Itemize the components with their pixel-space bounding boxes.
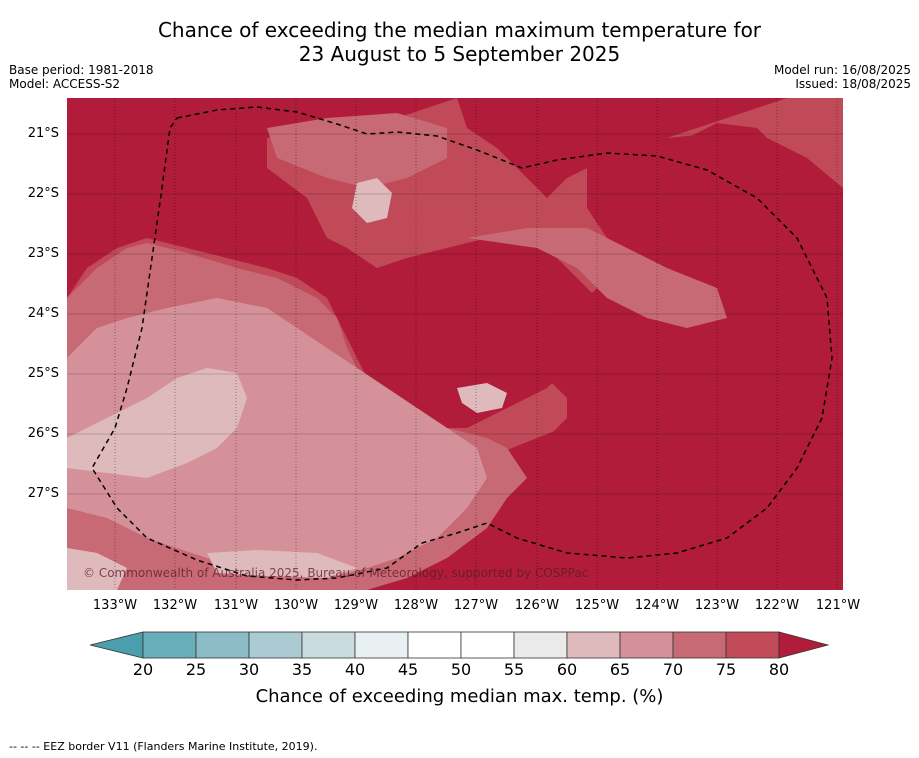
colorbar-bin-30-35 bbox=[248, 631, 303, 659]
colorbar-bin-45-50 bbox=[407, 631, 462, 659]
colorbar-tick-30: 30 bbox=[238, 660, 260, 679]
colorbar-bin-50-55 bbox=[460, 631, 515, 659]
colorbar-tick-75: 75 bbox=[715, 660, 737, 679]
colorbar-tick-50: 50 bbox=[450, 660, 472, 679]
meta-right: Model run: 16/08/2025 Issued: 18/08/2025 bbox=[774, 63, 911, 91]
lon-label-129w: 129°W bbox=[333, 598, 379, 613]
eez-border bbox=[91, 106, 833, 581]
lon-label-132w: 132°W bbox=[152, 598, 198, 613]
colorbar-tick-40: 40 bbox=[344, 660, 366, 679]
colorbar-tick-80: 80 bbox=[768, 660, 790, 679]
colorbar-bin-60-65 bbox=[566, 631, 621, 659]
colorbar-extend-high bbox=[778, 631, 830, 659]
region-above-80-east bbox=[497, 133, 843, 578]
colorbar-bin-70-75 bbox=[672, 631, 727, 659]
lon-label-127w: 127°W bbox=[453, 598, 499, 613]
colorbar-tick-70: 70 bbox=[662, 660, 684, 679]
eez-legend-note: -- -- -- EEZ border V11 (Flanders Marine… bbox=[9, 740, 318, 753]
lat-label-22s: 22°S bbox=[27, 186, 59, 201]
region-65-70 bbox=[67, 298, 487, 578]
colorbar-tick-20: 20 bbox=[132, 660, 154, 679]
region-60-65-southwest bbox=[67, 548, 127, 590]
colorbar-tick-60: 60 bbox=[556, 660, 578, 679]
lon-label-133w: 133°W bbox=[92, 598, 138, 613]
meta-left: Base period: 1981-2018 Model: ACCESS-S2 bbox=[9, 63, 154, 91]
colorbar-tick-35: 35 bbox=[291, 660, 313, 679]
lat-label-21s: 21°S bbox=[27, 126, 59, 141]
map-title: Chance of exceeding the median maximum t… bbox=[0, 18, 919, 66]
model-name: Model: ACCESS-S2 bbox=[9, 77, 121, 91]
lat-label-26s: 26°S bbox=[27, 426, 59, 441]
colorbar-bin-25-30 bbox=[195, 631, 250, 659]
colorbar-bin-20-25 bbox=[142, 631, 197, 659]
probability-map: © Commonwealth of Australia 2025, Bureau… bbox=[67, 98, 843, 590]
region-60-65-small-b bbox=[457, 383, 507, 413]
region-60-65-south bbox=[207, 550, 357, 578]
colorbar-bin-65-70 bbox=[619, 631, 674, 659]
lon-label-122w: 122°W bbox=[754, 598, 800, 613]
lat-label-25s: 25°S bbox=[27, 366, 59, 381]
lat-label-23s: 23°S bbox=[27, 246, 59, 261]
colorbar-bin-35-40 bbox=[301, 631, 356, 659]
colorbar-bin-55-60 bbox=[513, 631, 568, 659]
colorbar-title: Chance of exceeding median max. temp. (%… bbox=[255, 686, 664, 707]
colorbar-bin-75-80 bbox=[725, 631, 780, 659]
model-run: Model run: 16/08/2025 bbox=[773, 63, 911, 77]
lon-label-123w: 123°W bbox=[694, 598, 740, 613]
colorbar-tick-45: 45 bbox=[397, 660, 419, 679]
copyright-notice: © Commonwealth of Australia 2025, Bureau… bbox=[83, 566, 588, 580]
title-line-2: 23 August to 5 September 2025 bbox=[298, 42, 621, 66]
region-above-80-west bbox=[67, 98, 607, 428]
colorbar-tick-25: 25 bbox=[185, 660, 207, 679]
region-60-65-small-a bbox=[352, 178, 392, 223]
lon-label-121w: 121°W bbox=[815, 598, 861, 613]
lon-label-126w: 126°W bbox=[514, 598, 560, 613]
lon-label-130w: 130°W bbox=[273, 598, 319, 613]
lat-label-27s: 27°S bbox=[27, 486, 59, 501]
lon-label-124w: 124°W bbox=[634, 598, 680, 613]
lat-label-24s: 24°S bbox=[27, 306, 59, 321]
colorbar-tick-65: 65 bbox=[609, 660, 631, 679]
lon-label-131w: 131°W bbox=[213, 598, 259, 613]
title-line-1: Chance of exceeding the median maximum t… bbox=[157, 18, 762, 42]
base-period: Base period: 1981-2018 bbox=[9, 63, 154, 77]
colorbar-bin-40-45 bbox=[354, 631, 409, 659]
lon-label-128w: 128°W bbox=[393, 598, 439, 613]
region-60-65 bbox=[67, 368, 247, 478]
colorbar-extend-low bbox=[90, 631, 144, 659]
lon-label-125w: 125°W bbox=[574, 598, 620, 613]
issued-date: Issued: 18/08/2025 bbox=[795, 77, 911, 91]
graticule-lat bbox=[67, 133, 843, 495]
colorbar-tick-55: 55 bbox=[503, 660, 525, 679]
colorbar bbox=[90, 631, 830, 659]
graticule bbox=[114, 98, 838, 590]
